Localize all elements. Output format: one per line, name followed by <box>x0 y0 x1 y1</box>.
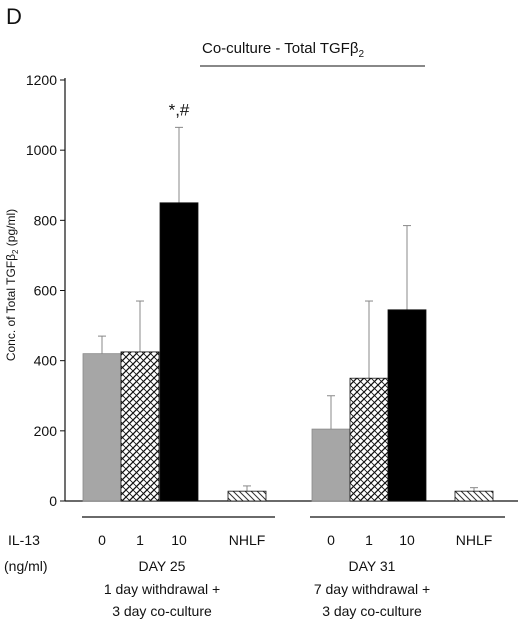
y-tick-label: 800 <box>34 212 58 228</box>
y-tick-label: 1000 <box>26 142 57 158</box>
y-tick-label: 1200 <box>26 72 57 88</box>
bar <box>387 309 427 502</box>
group-desc-line1: 7 day withdrawal + <box>314 581 430 597</box>
bars: *,# <box>82 100 494 502</box>
svg-text:IL-13: IL-13 <box>8 532 40 548</box>
title-text: Co-culture - Total TGFβ <box>202 40 359 57</box>
y-axis-label: Conc. of Total TGFβ2 (pg/ml) <box>4 209 20 361</box>
chart-title: Co-culture - Total TGFβ2 <box>200 40 425 67</box>
svg-text:Conc. of Total TGFβ2 (pg/ml): Conc. of Total TGFβ2 (pg/ml) <box>4 209 20 361</box>
bar <box>454 490 494 502</box>
group-day-label: DAY 25 <box>139 558 186 574</box>
bar <box>311 428 351 502</box>
group-desc-line2: 3 day co-culture <box>322 603 422 619</box>
x-tick-label: 10 <box>399 532 415 548</box>
x-tick-label: 0 <box>327 532 335 548</box>
group-desc-line1: 1 day withdrawal + <box>104 581 220 597</box>
significance-annotation: *,# <box>169 100 190 119</box>
bar <box>349 377 389 502</box>
x-tick-label: NHLF <box>456 532 493 548</box>
svg-text:Co-culture - Total TGFβ2: Co-culture - Total TGFβ2 <box>202 40 364 60</box>
y-tick-label: 200 <box>34 423 58 439</box>
y-tick-label: 600 <box>34 283 58 299</box>
y-ticks: 0 200 400 600 800 1000 1200 <box>26 72 65 509</box>
bar <box>120 351 160 502</box>
group-day-label: DAY 31 <box>349 558 396 574</box>
panel-label: D <box>6 4 22 29</box>
x-tick-label: NHLF <box>229 532 266 548</box>
x-row-label: IL-13 (ng/ml) <box>4 532 48 574</box>
x-tick-label: 0 <box>98 532 106 548</box>
y-tick-label: 0 <box>49 493 57 509</box>
x-tick-label: 1 <box>365 532 373 548</box>
bar <box>227 490 267 502</box>
group-desc-line2: 3 day co-culture <box>112 603 212 619</box>
bar <box>82 353 122 502</box>
y-tick-label: 400 <box>34 353 58 369</box>
x-tick-label: 10 <box>171 532 187 548</box>
title-subscript: 2 <box>358 49 364 60</box>
x-tick-label: 1 <box>136 532 144 548</box>
bar <box>159 202 199 502</box>
svg-text:(ng/ml): (ng/ml) <box>4 558 48 574</box>
